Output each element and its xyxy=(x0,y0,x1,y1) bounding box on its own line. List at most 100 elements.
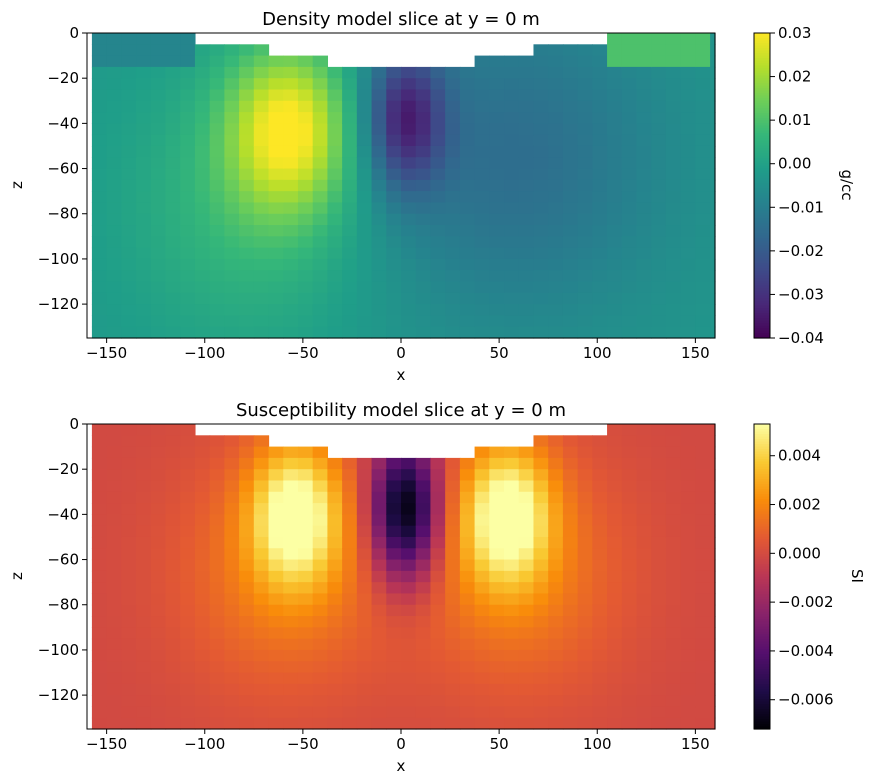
heatmap-cell xyxy=(91,503,108,515)
colorbar-segment xyxy=(754,140,770,144)
heatmap-cell xyxy=(651,326,667,339)
heatmap-cell xyxy=(562,78,579,91)
heatmap-cell xyxy=(665,457,682,470)
heatmap-cell xyxy=(312,480,329,493)
heatmap-cell xyxy=(621,281,638,294)
heatmap-cell xyxy=(489,100,505,113)
colorbar-segment xyxy=(754,75,770,79)
heatmap-cell xyxy=(430,213,446,226)
heatmap-cell xyxy=(577,582,593,595)
x-tick-label: −50 xyxy=(287,344,319,362)
heatmap-cell xyxy=(415,593,432,606)
heatmap-cell xyxy=(209,326,225,339)
heatmap-cell xyxy=(106,202,122,215)
heatmap-cell xyxy=(518,491,535,504)
heatmap-cell xyxy=(253,480,270,493)
heatmap-cell xyxy=(297,672,314,685)
heatmap-cell xyxy=(621,559,638,572)
colorbar-segment xyxy=(754,604,770,608)
heatmap-cell xyxy=(268,457,284,470)
heatmap-cell xyxy=(415,236,432,249)
heatmap-cell xyxy=(356,315,373,328)
heatmap-cell xyxy=(342,134,358,147)
heatmap-cell xyxy=(607,717,623,730)
colorbar-segment xyxy=(754,511,770,515)
density-heatmap xyxy=(91,33,716,339)
heatmap-cell xyxy=(209,157,225,170)
heatmap-cell xyxy=(106,661,122,674)
heatmap-cell xyxy=(474,66,490,79)
heatmap-cell xyxy=(489,616,505,628)
heatmap-cell xyxy=(636,514,652,527)
colorbar-segment xyxy=(754,426,770,430)
heatmap-cell xyxy=(695,202,711,215)
heatmap-cell xyxy=(371,661,387,674)
heatmap-cell xyxy=(253,281,270,294)
heatmap-cell xyxy=(680,123,696,136)
heatmap-cell xyxy=(533,672,549,685)
susceptibility-colorbar xyxy=(754,424,770,730)
heatmap-cell xyxy=(548,706,564,719)
heatmap-cell xyxy=(268,446,284,459)
heatmap-cell xyxy=(445,100,461,113)
heatmap-cell xyxy=(106,480,122,493)
density-x-label: x xyxy=(397,366,406,384)
heatmap-cell xyxy=(680,491,696,504)
heatmap-cell xyxy=(474,570,490,583)
heatmap-cell xyxy=(297,78,314,91)
heatmap-cell xyxy=(430,157,446,170)
heatmap-cell xyxy=(386,469,402,482)
heatmap-cell xyxy=(621,78,638,91)
heatmap-cell xyxy=(297,717,314,730)
heatmap-cell xyxy=(106,672,122,685)
heatmap-cell xyxy=(562,258,579,271)
heatmap-cell xyxy=(356,247,373,260)
heatmap-cell xyxy=(607,213,623,226)
heatmap-cell xyxy=(136,480,152,493)
heatmap-cell xyxy=(695,213,711,226)
heatmap-cell xyxy=(371,89,387,102)
heatmap-cell xyxy=(297,638,314,651)
heatmap-cell xyxy=(415,548,432,561)
heatmap-cell xyxy=(283,480,299,493)
heatmap-cell xyxy=(239,627,255,640)
heatmap-cell xyxy=(636,326,652,339)
heatmap-cell xyxy=(194,179,211,192)
heatmap-cell xyxy=(283,225,299,237)
heatmap-cell xyxy=(474,695,490,708)
heatmap-cell xyxy=(253,179,270,192)
heatmap-cell xyxy=(562,559,579,572)
heatmap-cell xyxy=(165,157,181,170)
heatmap-cell xyxy=(327,695,343,708)
colorbar-segment xyxy=(754,694,770,698)
heatmap-cell xyxy=(577,292,593,305)
heatmap-cell xyxy=(283,503,299,515)
colorbar-segment xyxy=(754,305,770,309)
heatmap-cell xyxy=(224,548,240,561)
heatmap-cell xyxy=(621,435,638,448)
heatmap-cell xyxy=(621,168,638,181)
heatmap-cell xyxy=(165,469,181,482)
heatmap-cell xyxy=(489,225,505,237)
heatmap-cell xyxy=(489,157,505,170)
heatmap-cell xyxy=(327,134,343,147)
heatmap-cell xyxy=(180,559,196,572)
heatmap-cell xyxy=(91,672,108,685)
heatmap-cell xyxy=(180,304,196,317)
heatmap-cell xyxy=(356,514,373,527)
heatmap-cell xyxy=(548,112,564,124)
heatmap-cell xyxy=(342,281,358,294)
heatmap-cell xyxy=(710,258,716,271)
heatmap-cell xyxy=(91,258,108,271)
heatmap-cell xyxy=(180,491,196,504)
heatmap-cell xyxy=(680,145,696,158)
heatmap-cell xyxy=(636,281,652,294)
heatmap-cell xyxy=(621,145,638,158)
heatmap-cell xyxy=(312,225,329,237)
heatmap-cell xyxy=(91,168,108,181)
colorbar-segment xyxy=(754,80,770,84)
heatmap-cell xyxy=(533,304,549,317)
heatmap-cell xyxy=(356,168,373,181)
heatmap-cell xyxy=(489,661,505,674)
colorbar-segment xyxy=(754,48,770,52)
